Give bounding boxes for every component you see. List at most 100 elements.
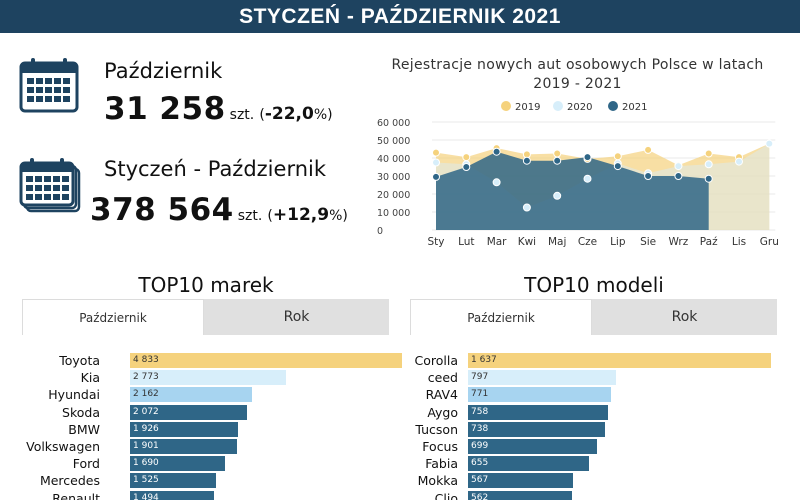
point-2021-Kwi [522, 156, 531, 165]
tab-brands-year[interactable]: Rok [204, 299, 389, 335]
x-tick-label-Sty: Sty [428, 236, 445, 248]
kpi-ytd-change-open: ( [267, 208, 273, 224]
y-tick-label: 50 000 [377, 136, 410, 147]
bar-value-label: 567 [471, 475, 489, 486]
bar-category-label: Aygo [427, 404, 458, 420]
bar-value-label: 738 [471, 423, 489, 434]
bar: 1 637 [468, 353, 771, 368]
bar: 1 926 [130, 421, 239, 437]
x-tick-label-Cze: Cze [578, 236, 597, 248]
bar-category-label: Mercedes [39, 473, 100, 489]
bar: 1 494 [130, 490, 215, 500]
y-tick-label: 10 000 [377, 208, 410, 219]
point-2021-Paź [704, 174, 713, 183]
point-2020-Kwi [522, 203, 531, 212]
kpi-ytd-change-close: %) [329, 208, 348, 224]
y-tick-label: 40 000 [377, 154, 410, 165]
kpi-ytd-change: (+12,9%) [267, 205, 348, 225]
bar-category-label: Fabia [425, 456, 458, 472]
bar-row: Hyundai 2 162 [22, 386, 402, 403]
kpi-ytd-value: 378 564 szt. (+12,9%) [90, 192, 348, 228]
page-header: STYCZEŃ - PAŹDZIERNIK 2021 [0, 0, 800, 33]
legend-marker-2019 [501, 101, 511, 111]
point-2021-Sty [432, 172, 440, 181]
bar: 1 901 [130, 439, 237, 454]
bar-row: BMW 1 926 [22, 421, 402, 438]
kpi-ytd-unit: szt. [237, 208, 263, 224]
legend-label-2021: 2021 [622, 102, 647, 113]
bar-value-label: 562 [471, 492, 489, 500]
x-tick-label-Mar: Mar [487, 236, 507, 248]
x-tick-label-Maj: Maj [548, 236, 566, 248]
point-2019-Sty [432, 148, 440, 157]
bar-value-label: 4 833 [133, 355, 159, 365]
area-2021 [436, 151, 709, 230]
bar-value-label: 2 162 [133, 389, 159, 400]
bar-category-label: Volkswagen [26, 439, 100, 454]
y-tick-label: 20 000 [377, 190, 410, 201]
tab-brands-month[interactable]: Październik [22, 299, 204, 335]
bar-value-label: 2 072 [133, 406, 159, 417]
bar-value-label: 797 [471, 372, 489, 383]
bar-row: Ford 1 690 [22, 455, 402, 472]
bar: 797 [468, 370, 616, 386]
point-2021-Maj [553, 156, 562, 165]
chart-title: Rejestracje nowych aut osobowych Polsce … [391, 57, 764, 92]
bar: 1 690 [130, 456, 226, 472]
bar-category-label: BMW [68, 421, 100, 437]
models-tabs: Październik Rok [410, 299, 777, 335]
legend-marker-2021 [608, 101, 618, 111]
legend-label-2019: 2019 [515, 102, 540, 113]
point-2019-Paź [704, 149, 713, 158]
point-2020-Gru [765, 139, 774, 148]
bar-value-label: 699 [471, 441, 489, 451]
kpi-month-label: Październik [104, 59, 223, 83]
bar-row: Toyota 4 833 [22, 352, 402, 369]
bar-row: Volkswagen 1 901 [22, 438, 402, 455]
bar-category-label: Skoda [62, 404, 100, 420]
page-title: STYCZEŃ - PAŹDZIERNIK 2021 [239, 5, 561, 28]
bar-value-label: 655 [471, 458, 489, 469]
point-2020-Mar [492, 178, 501, 187]
x-tick-label-Kwi: Kwi [518, 236, 536, 248]
point-2019-Lut [462, 153, 471, 162]
bar-value-label: 1 690 [133, 458, 159, 469]
kpi-ytd-change-value: +12,9 [272, 205, 330, 225]
bar-category-label: Focus [422, 439, 458, 454]
point-2019-Sie [644, 145, 653, 154]
y-tick-label: 30 000 [377, 172, 410, 183]
tab-models-year[interactable]: Rok [592, 299, 777, 335]
bar: 2 162 [130, 387, 252, 403]
bar-category-label: Hyundai [48, 387, 100, 403]
bar: 2 072 [130, 404, 247, 420]
bar-row: ceed 797 [405, 369, 771, 386]
kpi-month-unit: szt. [229, 107, 255, 123]
bar: 4 833 [130, 353, 402, 368]
point-2021-Cze [583, 153, 592, 162]
kpi-month-number: 31 258 [104, 91, 226, 127]
bar-value-label: 1 525 [133, 475, 159, 486]
x-tick-label-Paź: Paź [700, 236, 718, 248]
bar-row: Skoda 2 072 [22, 404, 402, 421]
bar-category-label: Ford [72, 456, 100, 472]
bar-row: Clio 562 [405, 490, 771, 500]
point-2020-Wrz [674, 162, 683, 171]
point-2021-Mar [492, 147, 501, 156]
brands-tabs: Październik Rok [22, 299, 389, 335]
bar-row: Aygo 758 [405, 404, 771, 421]
models-title: TOP10 modeli [524, 273, 664, 297]
bar-category-label: Kia [80, 370, 100, 386]
bar-value-label: 1 926 [133, 423, 159, 434]
point-2021-Wrz [674, 172, 683, 180]
tab-models-month[interactable]: Październik [410, 299, 592, 335]
kpi-ytd-number: 378 564 [90, 192, 234, 228]
kpi-month-change: (-22,0%) [259, 104, 333, 124]
bar: 699 [468, 439, 598, 454]
kpi-month-change-close: %) [313, 107, 333, 123]
x-tick-label-Sie: Sie [640, 236, 656, 248]
bar-value-label: 1 901 [133, 441, 159, 451]
bar-category-label: Corolla [414, 353, 459, 368]
point-2021-Lut [462, 163, 471, 171]
bar-row: Kia 2 773 [22, 369, 402, 386]
bar: 771 [468, 387, 611, 403]
